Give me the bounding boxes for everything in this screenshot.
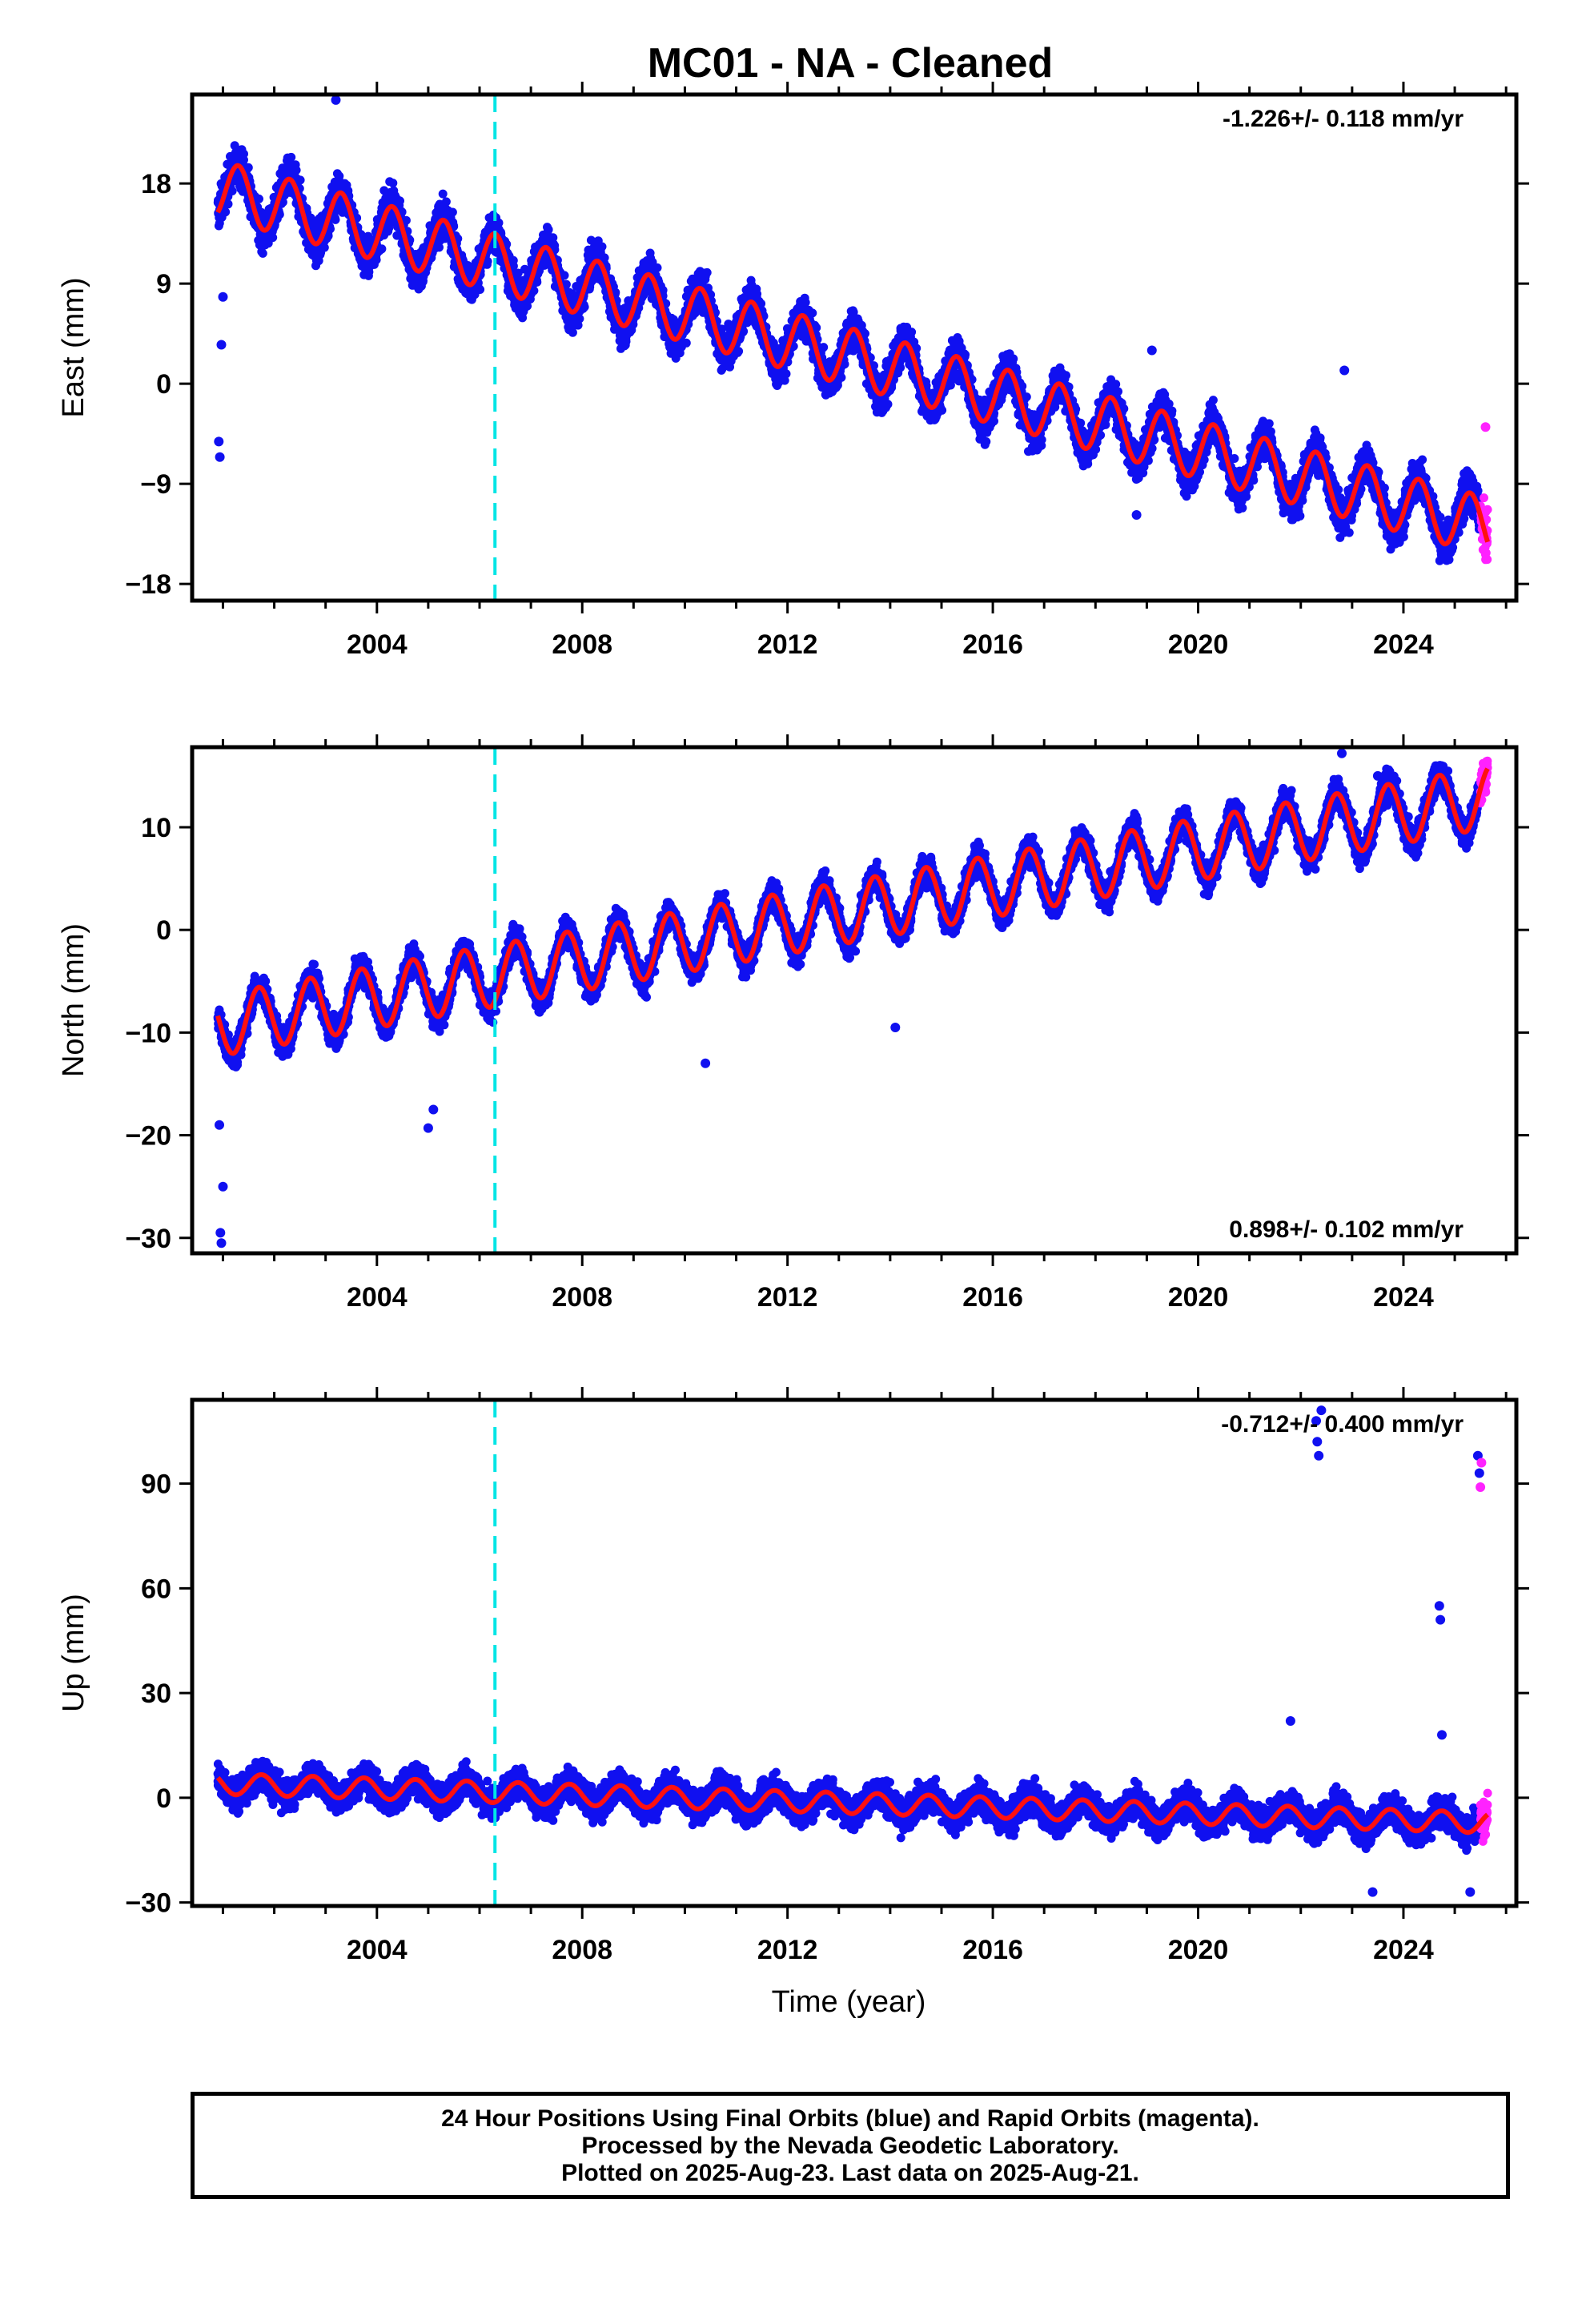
outlier-point (218, 1181, 228, 1192)
y-tick-label: 0 (156, 915, 171, 946)
y-tick-label: −9 (140, 469, 171, 500)
x-tick-label: 2012 (757, 1282, 818, 1313)
y-tick-label: 0 (156, 1783, 171, 1814)
outlier-point (1311, 1416, 1321, 1426)
outlier-point (214, 436, 224, 447)
x-tick-label: 2004 (347, 1935, 408, 1965)
outlier-point (215, 1228, 226, 1238)
plot-area (213, 1405, 1492, 1897)
x-tick-label: 2024 (1373, 629, 1434, 660)
x-tick-label: 2012 (757, 1935, 818, 1965)
x-tick-label: 2020 (1168, 1282, 1229, 1313)
outlier-point (428, 1104, 439, 1115)
outlier-point (218, 292, 228, 302)
outlier-point (1131, 510, 1142, 520)
outlier-point (1337, 748, 1347, 758)
outlier-point (1474, 1468, 1484, 1478)
panel-frame (190, 92, 1519, 603)
y-axis-label: East (mm) (57, 277, 90, 417)
outlier-point (890, 1023, 901, 1032)
outlier-point (1434, 1601, 1444, 1611)
x-tick-label: 2024 (1373, 1935, 1434, 1965)
x-tick-label: 2016 (962, 1282, 1023, 1313)
x-tick-label: 2020 (1168, 629, 1229, 660)
velocity-rate-label: -0.712+/- 0.400 mm/yr (1221, 1411, 1464, 1437)
x-tick-label: 2016 (962, 629, 1023, 660)
y-tick-label: −10 (125, 1018, 171, 1048)
footer-line-2: Processed by the Nevada Geodetic Laborat… (581, 2133, 1119, 2159)
x-tick-label: 2024 (1373, 1282, 1434, 1313)
x-tick-label: 2004 (347, 1282, 408, 1313)
outlier-point (1312, 1437, 1323, 1447)
x-tick-label: 2004 (347, 629, 408, 660)
outlier-point (1435, 1614, 1446, 1625)
chart-title: MC01 - NA - Cleaned (648, 40, 1054, 86)
rapid-orbit-points (1476, 1788, 1492, 1846)
outlier-point (215, 1120, 224, 1130)
velocity-rate-label: -1.226+/- 0.118 mm/yr (1223, 106, 1464, 132)
y-tick-label: 30 (141, 1679, 171, 1709)
y-tick-label: 90 (141, 1470, 171, 1500)
footer-line-1: 24 Hour Positions Using Final Orbits (bl… (441, 2105, 1259, 2132)
outlier-point (1146, 345, 1157, 356)
outlier-point (215, 452, 225, 462)
outlier-point (423, 1123, 433, 1133)
velocity-rate-label: 0.898+/- 0.102 mm/yr (1229, 1216, 1464, 1243)
y-tick-label: −18 (125, 569, 171, 600)
final-orbit-points (213, 141, 1485, 565)
outlier-point (216, 340, 227, 350)
model-fit-line (215, 163, 1490, 547)
outlier-point (1480, 422, 1491, 432)
outlier-point (1285, 1716, 1295, 1726)
footer-box: 24 Hour Positions Using Final Orbits (bl… (191, 2092, 1510, 2199)
panel-1: 2004 2008 2012 2016 2020 2024 18 9 0 −9 −18 East (m… (57, 82, 1529, 660)
footer-line-3: Plotted on 2025-Aug-23. Last data on 202… (561, 2160, 1139, 2186)
x-tick-label: 2012 (757, 629, 818, 660)
x-tick-label: 2016 (962, 1935, 1023, 1965)
plot-area (213, 94, 1492, 565)
x-tick-label: 2008 (552, 1282, 612, 1313)
outlier-point (1437, 1730, 1447, 1740)
y-tick-label: 18 (141, 169, 171, 199)
y-axis-label: North (mm) (57, 923, 90, 1077)
y-tick-label: 60 (141, 1574, 171, 1604)
outlier-point (701, 1058, 711, 1068)
outlier-point (331, 94, 341, 105)
panel-3: 2004 2008 2012 2016 2020 2024 90 60 30 0 −30 Up (mm… (57, 1387, 1529, 1965)
model-fit-line (215, 1771, 1490, 1835)
x-tick-label: 2008 (552, 1935, 612, 1965)
y-tick-label: 9 (156, 269, 171, 300)
panel-frame (190, 745, 1519, 1256)
x-tick-label: 2020 (1168, 1935, 1229, 1965)
y-tick-label: −20 (125, 1121, 171, 1152)
y-tick-label: −30 (125, 1888, 171, 1919)
y-tick-label: −30 (125, 1224, 171, 1254)
y-tick-label: 10 (141, 813, 171, 843)
panel-frame (190, 1397, 1519, 1908)
plot-area (213, 748, 1492, 1248)
outlier-point (1476, 1482, 1486, 1492)
x-axis-label: Time (year) (772, 1985, 926, 2019)
outlier-point (1339, 365, 1350, 376)
outlier-point (1316, 1405, 1327, 1416)
panel-2: 2004 2008 2012 2016 2020 2024 10 0 −10 −20 −30 Nort… (57, 734, 1529, 1313)
y-tick-label: 0 (156, 369, 171, 400)
model-fit-line (215, 767, 1490, 1056)
outlier-point (216, 1238, 227, 1248)
y-axis-label: Up (mm) (57, 1594, 90, 1712)
outlier-point (1314, 1450, 1324, 1461)
outlier-point (1367, 1887, 1378, 1897)
outlier-point (1465, 1887, 1476, 1897)
x-tick-label: 2008 (552, 629, 612, 660)
outlier-point (1372, 770, 1383, 781)
outlier-point (1476, 1458, 1487, 1468)
